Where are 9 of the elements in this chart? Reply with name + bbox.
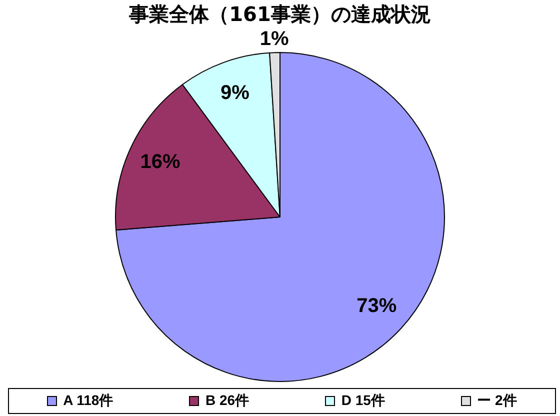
data-label: 1% — [260, 28, 290, 50]
legend-label: ー 2件 — [477, 392, 517, 410]
legend-label: A 118件 — [63, 392, 114, 410]
data-label: 9% — [220, 82, 250, 104]
legend-label: D 15件 — [341, 392, 385, 410]
chart-title: 事業全体（161事業）の達成状況 — [128, 2, 432, 26]
legend-label: B 26件 — [205, 392, 250, 410]
data-label: 73% — [356, 294, 397, 317]
data-label: 16% — [140, 150, 181, 173]
